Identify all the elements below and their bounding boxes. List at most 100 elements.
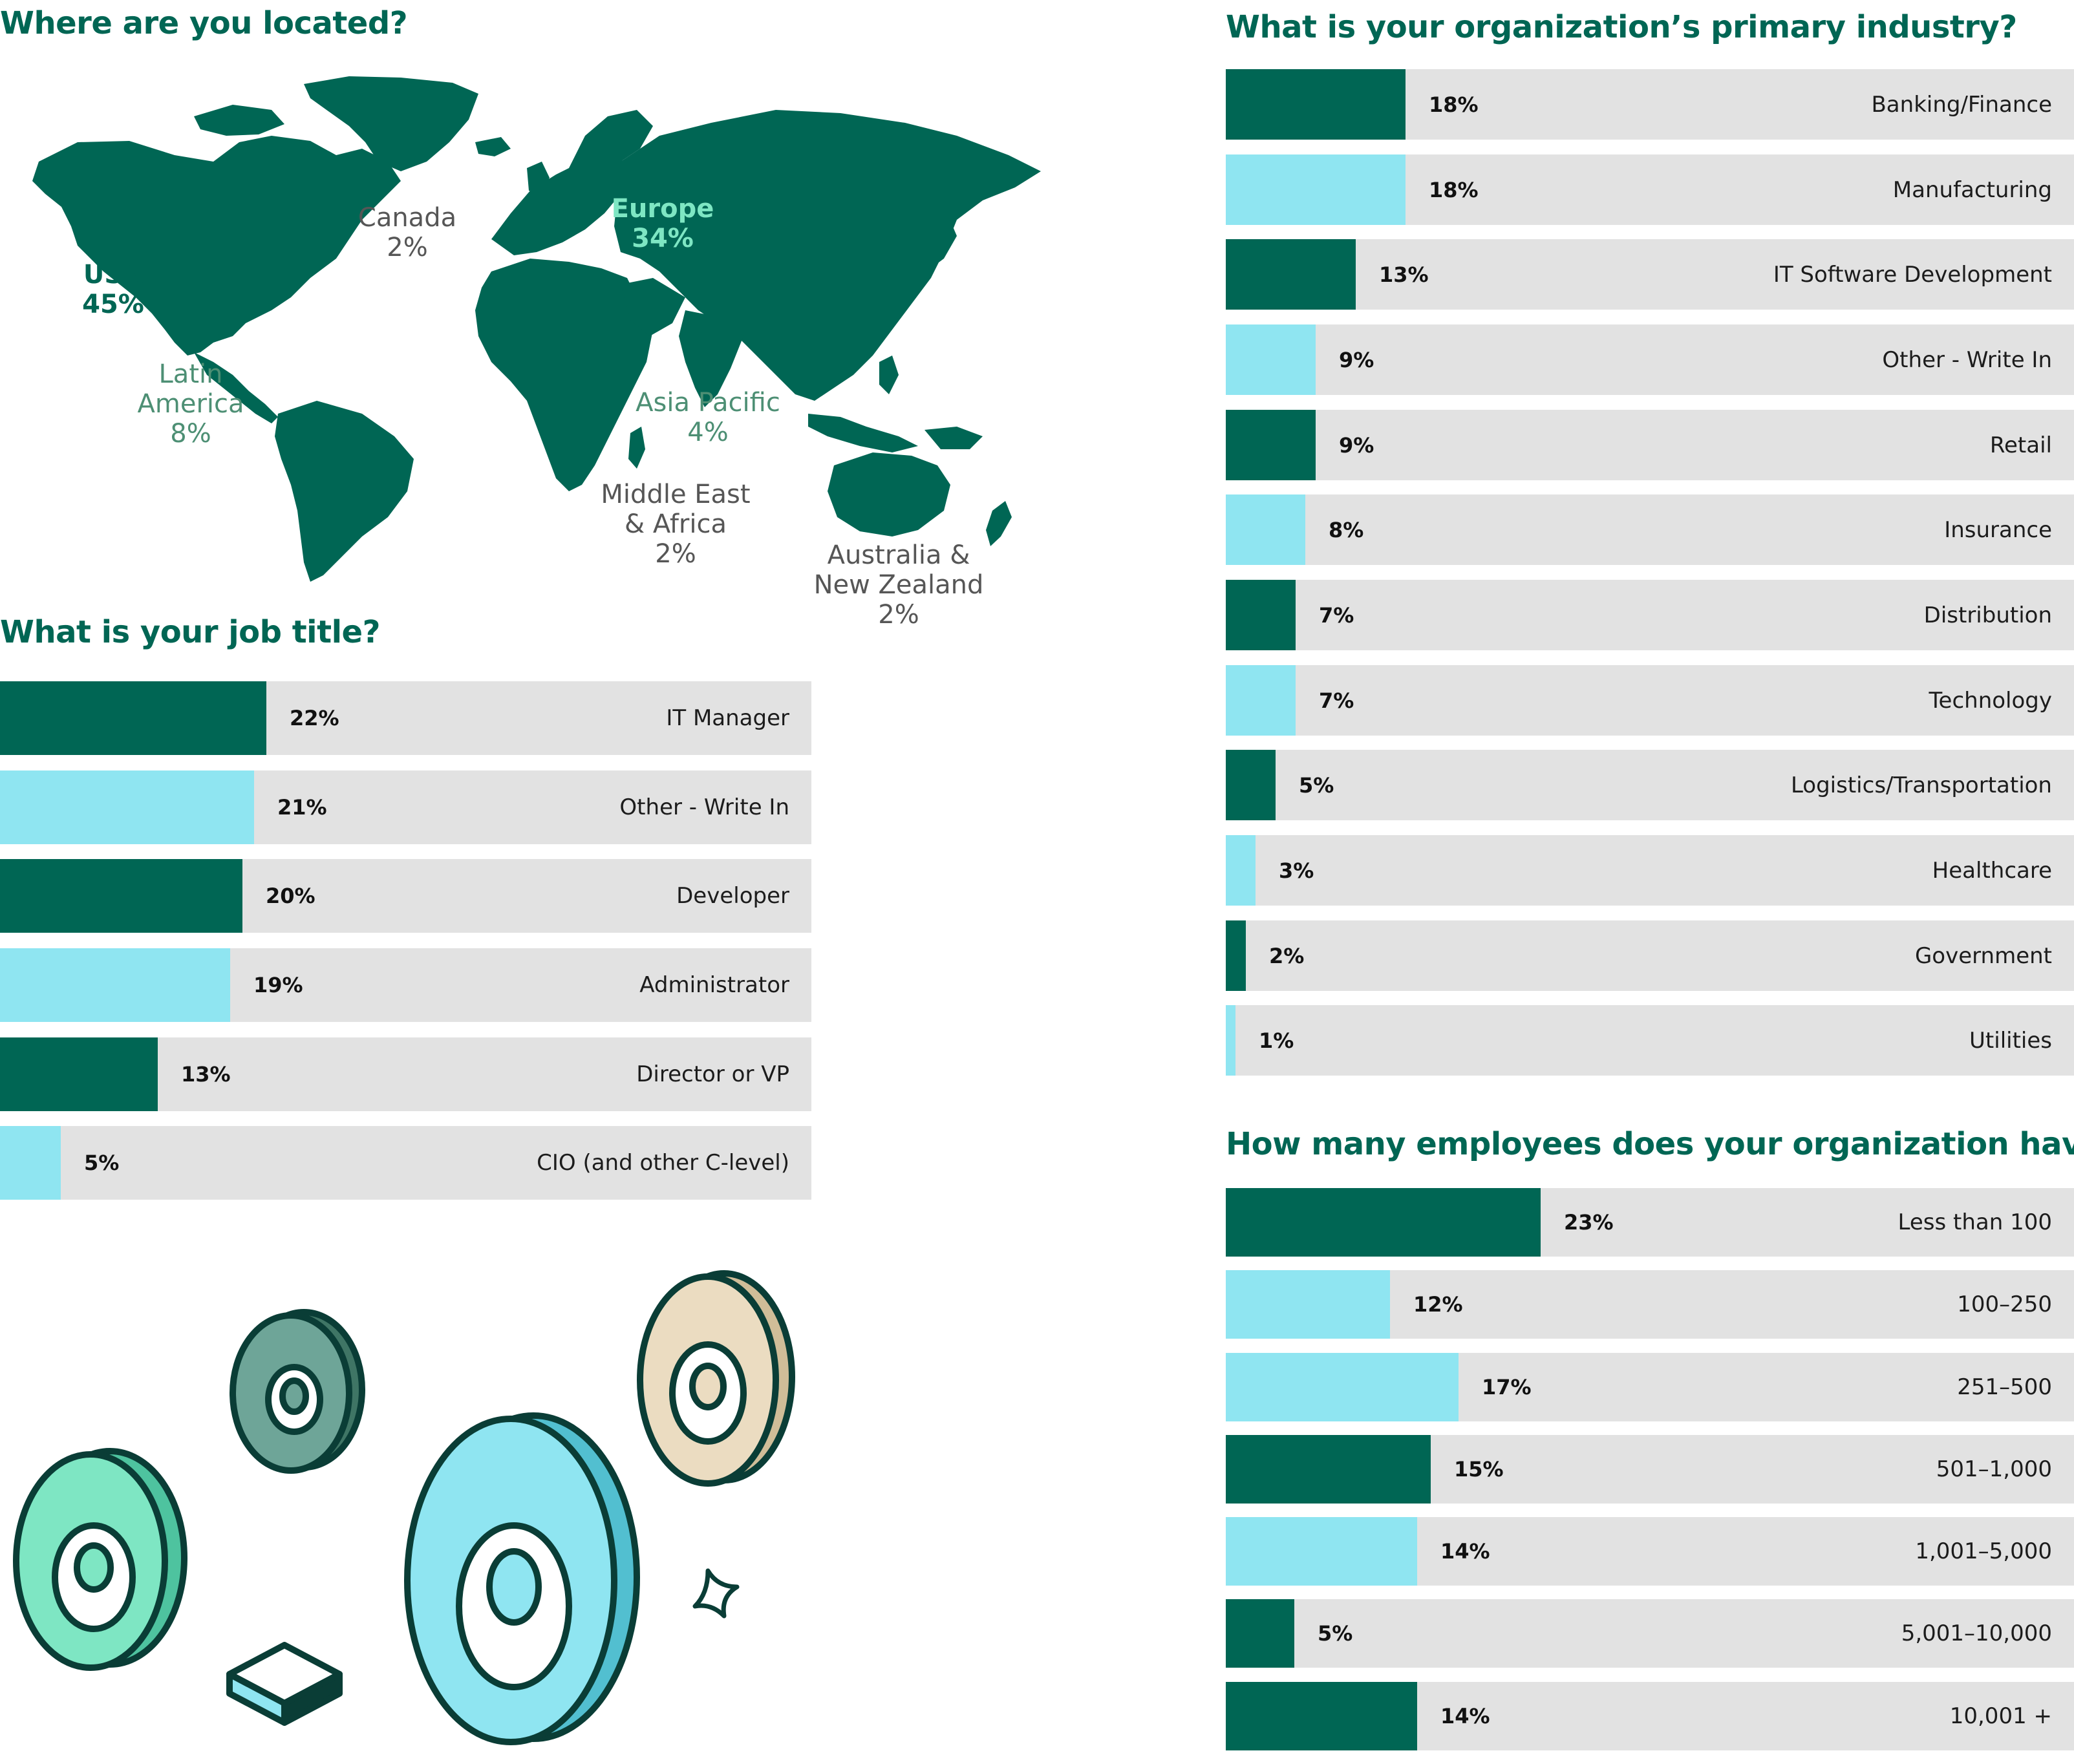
- bar-row: 20% Developer: [0, 859, 811, 933]
- bar-row: 12% 100–250: [1226, 1270, 2074, 1339]
- bar-row: 7% Technology: [1226, 665, 2074, 736]
- bar-value-label: 23%: [1564, 1210, 1614, 1235]
- bar: [1226, 1435, 1431, 1504]
- world-map: [32, 76, 1041, 582]
- bar-value-label: 9%: [1339, 432, 1374, 458]
- bar: [1226, 324, 1316, 395]
- india-shape: [679, 310, 743, 407]
- bar-row: 13% Director or VP: [0, 1037, 811, 1111]
- industry-chart: 18% Banking/Finance 18% Manufacturing 13% IT …: [1226, 69, 2074, 1090]
- new-zealand-shape: [986, 501, 1012, 546]
- bar-category-label: Developer: [676, 883, 789, 909]
- bar-category-label: Administrator: [639, 972, 789, 998]
- bar-row: 13% IT Software Development: [1226, 239, 2074, 310]
- decorative-illustration: [13, 1270, 795, 1745]
- new-guinea-shape: [925, 427, 983, 449]
- bar: [1226, 1270, 1390, 1339]
- bar-row: 19% Administrator: [0, 948, 811, 1022]
- location-title: Where are you located?: [0, 5, 408, 41]
- uk-shape: [527, 162, 550, 194]
- bar: [1226, 1005, 1235, 1076]
- bar-row: 7% Distribution: [1226, 580, 2074, 650]
- employees-chart: 23% Less than 100 12% 100–250 17% 251–500 15% 5…: [1226, 1188, 2074, 1764]
- bar-value-label: 15%: [1454, 1457, 1504, 1482]
- bar: [1226, 494, 1305, 565]
- region-name: Latin America: [137, 359, 244, 419]
- bar-value-label: 7%: [1319, 688, 1354, 713]
- bar-category-label: 251–500: [1957, 1374, 2052, 1400]
- bar: [1226, 1599, 1294, 1668]
- philippines-shape: [879, 356, 899, 394]
- bar-category-label: Director or VP: [636, 1061, 789, 1087]
- bar-category-label: IT Software Development: [1773, 261, 2052, 288]
- bar-category-label: Retail: [1989, 432, 2052, 458]
- bar: [1226, 1188, 1541, 1257]
- sage-user-donut-icon: [230, 1309, 365, 1474]
- bar-value-label: 8%: [1329, 517, 1364, 542]
- employees-chart-title: How many employees does your organizatio…: [1226, 1126, 2074, 1162]
- bar-category-label: 100–250: [1957, 1291, 2052, 1317]
- bar-category-label: IT Manager: [666, 705, 789, 731]
- bar-category-label: Manufacturing: [1892, 176, 2052, 203]
- bar: [1226, 750, 1276, 820]
- map-label-asia-pacific: Asia Pacific 4%: [624, 388, 792, 447]
- bar-category-label: Distribution: [1923, 602, 2052, 628]
- bar-row: 15% 501–1,000: [1226, 1435, 2074, 1504]
- bar-row: 22% IT Manager: [0, 681, 811, 755]
- arctic-islands-shape: [194, 105, 284, 136]
- bar: [0, 948, 230, 1022]
- bar-row: 21% Other - Write In: [0, 770, 811, 844]
- bar-row: 23% Less than 100: [1226, 1188, 2074, 1257]
- job-title-chart-title: What is your job title?: [0, 614, 380, 650]
- bar-row: 9% Other - Write In: [1226, 324, 2074, 395]
- bar: [1226, 665, 1296, 736]
- bar: [1226, 154, 1406, 225]
- madagascar-shape: [628, 427, 645, 469]
- indonesia-shape: [808, 414, 918, 452]
- south-america-shape: [275, 401, 414, 582]
- bar-value-label: 17%: [1482, 1375, 1532, 1399]
- arabia-shape: [621, 278, 685, 336]
- bar-row: 5% Logistics/Transportation: [1226, 750, 2074, 820]
- map-label-australia-nz: Australia & New Zealand 2%: [808, 540, 989, 630]
- cube-icon: [226, 1642, 343, 1726]
- sparkle-icon: [692, 1568, 740, 1619]
- bar-row: 18% Banking/Finance: [1226, 69, 2074, 140]
- map-label-europe: Europe 34%: [601, 194, 724, 253]
- job-title-chart: 22% IT Manager 21% Other - Write In 20% Devel…: [0, 681, 811, 1215]
- bar-category-label: Other - Write In: [1882, 346, 2052, 373]
- japan-shape: [925, 213, 957, 268]
- bar-row: 1% Utilities: [1226, 1005, 2074, 1076]
- region-name: Australia & New Zealand: [813, 540, 984, 600]
- bar-row: 2% Government: [1226, 920, 2074, 991]
- bar-category-label: Other - Write In: [619, 794, 789, 820]
- bar-category-label: Healthcare: [1932, 857, 2052, 884]
- region-pct: 45%: [82, 290, 144, 319]
- map-label-usa: USA 45%: [71, 260, 155, 319]
- region-pct: 2%: [387, 233, 428, 262]
- bar-row: 17% 251–500: [1226, 1353, 2074, 1421]
- bar-category-label: Government: [1914, 942, 2052, 969]
- bar-value-label: 2%: [1269, 943, 1305, 968]
- bar: [1226, 239, 1356, 310]
- scandinavia-shape: [569, 110, 653, 171]
- bar-category-label: 5,001–10,000: [1901, 1621, 2052, 1646]
- bar-value-label: 13%: [1379, 262, 1429, 287]
- region-name: Middle East & Africa: [601, 480, 751, 539]
- bar-category-label: Technology: [1929, 687, 2052, 714]
- bar: [1226, 410, 1316, 480]
- bar-value-label: 5%: [1318, 1621, 1353, 1646]
- mint-user-donut-icon: [13, 1448, 187, 1671]
- bar-value-label: 3%: [1279, 858, 1314, 883]
- region-name: Canada: [358, 203, 457, 233]
- bar-value-label: 14%: [1440, 1704, 1490, 1728]
- bar: [1226, 1682, 1417, 1750]
- bar-value-label: 18%: [1429, 92, 1479, 117]
- bar-category-label: Logistics/Transportation: [1790, 772, 2052, 798]
- bar: [1226, 1353, 1459, 1421]
- region-pct: 34%: [632, 224, 694, 253]
- bar-category-label: CIO (and other C-level): [537, 1150, 789, 1176]
- bar-value-label: 12%: [1413, 1292, 1463, 1317]
- bar-value-label: 14%: [1440, 1539, 1490, 1564]
- bar-category-label: Utilities: [1969, 1027, 2052, 1054]
